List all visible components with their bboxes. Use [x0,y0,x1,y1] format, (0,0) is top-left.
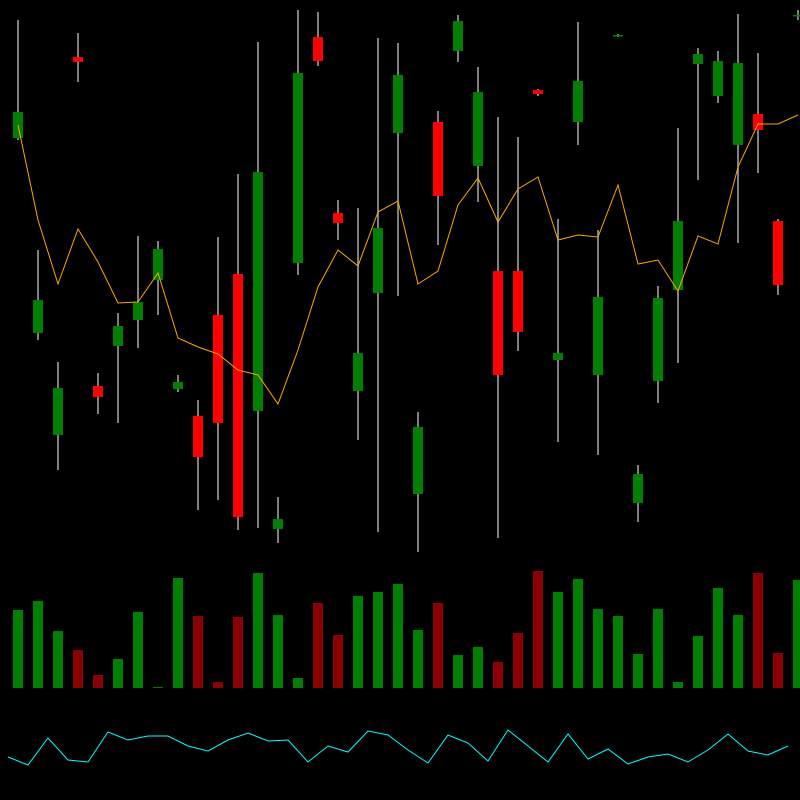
volume-bar [113,659,123,688]
volume-bar [153,687,163,688]
volume-bar [253,573,263,688]
volume-bar [213,682,223,688]
candle-body [253,172,263,411]
volume-bar [613,616,623,688]
candle-body [293,73,303,263]
candle-body [453,21,463,51]
candle-body [533,90,543,94]
volume-bar [793,580,800,688]
candle-body [693,54,703,64]
candle-body [153,249,163,280]
candle-body [553,353,563,360]
candle-body [773,221,783,285]
candle-body [513,271,523,332]
volume-bar [513,633,523,688]
candle-body [673,221,683,290]
candle-body [373,228,383,293]
candle-body [233,274,243,517]
volume-bar [13,610,23,688]
volume-bar [733,615,743,688]
volume-bar [193,616,203,688]
volume-bar [693,636,703,688]
volume-bar [753,573,763,688]
volume-bar [593,609,603,688]
volume-bar [233,617,243,688]
volume-bar [373,592,383,688]
volume-bar [553,592,563,688]
candle-body [353,353,363,391]
volume-bar [533,571,543,688]
volume-bar [33,601,43,688]
volume-bar [653,609,663,688]
volume-bar [473,647,483,688]
volume-bar [713,588,723,688]
volume-bar [173,578,183,688]
volume-bar [673,682,683,688]
candle-body [193,416,203,457]
candle-body [73,57,83,62]
candle-body [793,15,800,17]
candle-body [613,35,623,37]
candle-body [93,386,103,397]
volume-bar [433,603,443,688]
candle-body [713,61,723,96]
volume-bar [633,654,643,688]
volume-bar [333,635,343,688]
candle-body [273,519,283,529]
candle-body [213,315,223,423]
candle-body [733,63,743,145]
candle-body [473,92,483,166]
candle-body [313,37,323,61]
volume-bar [453,655,463,688]
volume-bar [313,603,323,688]
volume-bar [413,630,423,688]
indicator-line [7,729,789,766]
volume-bar [273,615,283,688]
candle-body [113,326,123,346]
candle-body [413,427,423,494]
candle-body [333,213,343,223]
volume-bar [493,662,503,688]
candle-body [593,297,603,375]
volume-bar [773,653,783,688]
volume-bar [293,678,303,688]
candle-body [33,300,43,333]
volume-bar [93,675,103,688]
volume-bar [573,579,583,688]
candle-body [633,474,643,503]
volume-bar [133,612,143,688]
volume-bar [353,596,363,688]
volume-bar [53,631,63,688]
candle-body [133,302,143,320]
candle-body [493,271,503,375]
volume-bar [393,584,403,688]
volume-bar [73,650,83,688]
candle-body [393,75,403,133]
candle-body [753,114,763,130]
candle-body [573,81,583,122]
candle-body [653,298,663,381]
candle-body [433,122,443,196]
moving-average-line [17,114,799,406]
candle-body [173,382,183,389]
candle-body [53,388,63,435]
